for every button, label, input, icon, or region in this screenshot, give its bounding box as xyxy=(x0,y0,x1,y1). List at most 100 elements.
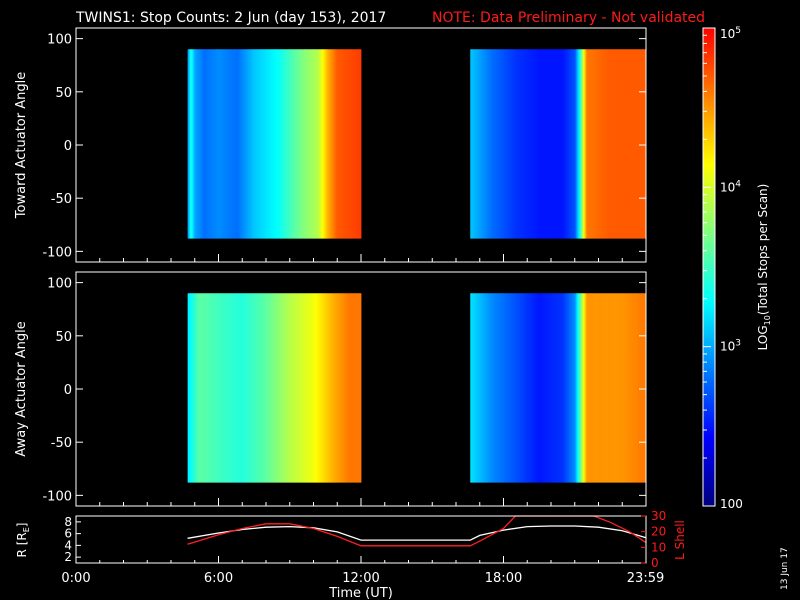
away-heatmap-column xyxy=(608,293,610,483)
away-heatmap-column xyxy=(359,293,362,483)
toward-heatmap-column xyxy=(198,49,200,239)
toward-heatmap-column xyxy=(218,49,221,239)
toward-heatmap-column xyxy=(201,49,204,239)
toward-heatmap-column xyxy=(325,49,327,239)
toward-heatmap-column xyxy=(241,49,243,239)
away-heatmap-column xyxy=(602,293,604,483)
toward-heatmap-column xyxy=(581,49,584,239)
away-heatmap-column xyxy=(470,293,472,483)
toward-heatmap-column xyxy=(498,49,501,239)
away-heatmap-column xyxy=(282,293,285,483)
away-heatmap-column xyxy=(592,293,595,483)
toward-heatmap-column xyxy=(472,49,475,239)
away-heatmap-column xyxy=(561,293,564,483)
toward-heatmap-column xyxy=(333,49,336,239)
toward-heatmap-column xyxy=(188,49,191,239)
toward-heatmap-column xyxy=(199,49,202,239)
away-heatmap-column xyxy=(501,293,503,483)
toward-heatmap-column xyxy=(634,49,636,239)
away-heatmap-column xyxy=(191,293,193,483)
toward-heatmap-column xyxy=(307,49,310,239)
toward-heatmap-column xyxy=(570,49,572,239)
away-heatmap-column xyxy=(599,293,602,483)
away-heatmap-column xyxy=(198,293,200,483)
away-heatmap-column xyxy=(484,293,487,483)
away-heatmap-column xyxy=(533,293,535,483)
toward-heatmap-column xyxy=(518,49,521,239)
toward-heatmap-column xyxy=(476,49,478,239)
toward-heatmap-column xyxy=(195,49,198,239)
lshell-tick-label: 10 xyxy=(651,540,666,554)
toward-heatmap-column xyxy=(244,49,247,239)
away-heatmap-column xyxy=(266,293,268,483)
colorbar-tick-label: 100 xyxy=(720,497,743,511)
away-heatmap-column xyxy=(256,293,259,483)
toward-heatmap-column xyxy=(613,49,616,239)
toward-heatmap-column xyxy=(245,49,248,239)
away-heatmap-column xyxy=(248,293,250,483)
away-heatmap-column xyxy=(507,293,509,483)
away-angle-panel: 100 50 0 -50 -100 Away Actuator Angle xyxy=(14,271,647,507)
away-heatmap-column xyxy=(502,293,504,483)
radius-tick-label: 2 xyxy=(64,550,72,564)
away-heatmap-column xyxy=(526,293,528,483)
away-heatmap-column xyxy=(343,293,345,483)
toward-heatmap-column xyxy=(191,49,193,239)
away-heatmap-column xyxy=(571,293,573,483)
toward-heatmap-column xyxy=(562,49,565,239)
away-heatmap-column xyxy=(217,293,219,483)
toward-heatmap-column xyxy=(306,49,308,239)
toward-heatmap-column xyxy=(489,49,491,239)
toward-heatmap-column xyxy=(589,49,591,239)
toward-heatmap-column xyxy=(260,49,262,239)
toward-heatmap-column xyxy=(514,49,516,239)
toward-heatmap-column xyxy=(546,49,548,239)
away-heatmap-column xyxy=(199,293,202,483)
away-heatmap-column xyxy=(619,293,622,483)
toward-heatmap-column xyxy=(631,49,634,239)
toward-heatmap-column xyxy=(233,49,236,239)
toward-heatmap xyxy=(187,49,647,239)
toward-heatmap-column xyxy=(236,49,238,239)
away-heatmap-column xyxy=(212,293,215,483)
toward-heatmap-column xyxy=(252,49,255,239)
toward-heatmap-column xyxy=(231,49,234,239)
away-heatmap-column xyxy=(490,293,493,483)
away-heatmap-column xyxy=(485,293,488,483)
away-heatmap-column xyxy=(523,293,526,483)
toward-heatmap-column xyxy=(635,49,637,239)
away-heatmap-column xyxy=(226,293,229,483)
toward-heatmap-column xyxy=(565,49,567,239)
colorbar-tick-base: 10 xyxy=(720,340,735,354)
toward-heatmap-column xyxy=(622,49,624,239)
toward-heatmap-column xyxy=(352,49,355,239)
away-heatmap-column xyxy=(305,293,307,483)
toward-heatmap-column xyxy=(288,49,291,239)
away-heatmap-column xyxy=(590,293,592,483)
away-heatmap-column xyxy=(337,293,339,483)
toward-heatmap-column xyxy=(258,49,261,239)
away-heatmap-column xyxy=(529,293,532,483)
toward-heatmap-column xyxy=(629,49,631,239)
away-heatmap-column xyxy=(346,293,349,483)
toward-heatmap-column xyxy=(286,49,288,239)
away-heatmap-column xyxy=(637,293,640,483)
away-heatmap-column xyxy=(224,293,227,483)
toward-heatmap-column xyxy=(628,49,630,239)
toward-heatmap-column xyxy=(313,49,316,239)
away-heatmap-column xyxy=(192,293,194,483)
toward-heatmap-column xyxy=(492,49,495,239)
away-heatmap-column xyxy=(547,293,550,483)
away-heatmap-column xyxy=(277,293,280,483)
toward-heatmap-column xyxy=(621,49,623,239)
away-heatmap-column xyxy=(201,293,204,483)
away-heatmap-column xyxy=(497,293,500,483)
away-heatmap-column xyxy=(553,293,555,483)
away-heatmap-column xyxy=(591,293,593,483)
away-heatmap-column xyxy=(565,293,567,483)
away-heatmap-column xyxy=(188,293,191,483)
toward-heatmap-column xyxy=(247,49,249,239)
toward-heatmap-column xyxy=(591,49,593,239)
toward-heatmap-column xyxy=(578,49,580,239)
toward-heatmap-column xyxy=(331,49,333,239)
